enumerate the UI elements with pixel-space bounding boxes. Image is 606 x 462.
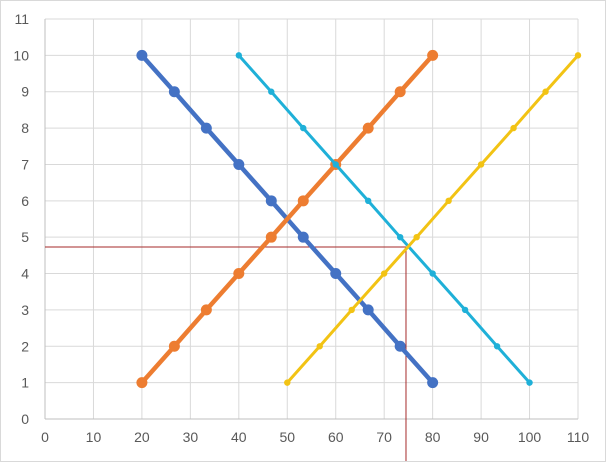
data-point	[394, 86, 406, 98]
data-point	[168, 86, 180, 98]
data-point	[364, 197, 372, 205]
data-point	[265, 195, 277, 207]
data-point	[233, 158, 245, 170]
data-point	[477, 161, 485, 168]
axes	[44, 19, 578, 420]
data-point	[136, 49, 148, 61]
data-point	[510, 124, 517, 132]
data-point	[396, 233, 404, 241]
series-4	[284, 52, 582, 386]
data-point	[268, 88, 275, 95]
series-line	[139, 53, 435, 385]
x-tick-label: 90	[473, 429, 489, 445]
y-tick-label: 0	[21, 411, 29, 427]
y-tick-label: 10	[13, 47, 29, 63]
x-tick-label: 20	[134, 429, 150, 445]
y-tick-label: 5	[21, 229, 29, 245]
y-tick-label: 8	[21, 120, 29, 136]
data-point	[574, 52, 582, 59]
series-line	[285, 53, 580, 385]
data-point	[332, 161, 339, 168]
y-tick-label: 7	[21, 156, 29, 172]
data-point	[136, 377, 148, 389]
data-point	[330, 268, 342, 280]
data-point	[526, 379, 533, 386]
x-tick-label: 30	[183, 429, 199, 445]
series-line	[237, 53, 532, 385]
x-tick-label: 80	[425, 429, 441, 445]
x-tick-label: 100	[518, 429, 542, 445]
data-point	[316, 343, 323, 350]
data-point	[461, 306, 469, 314]
y-tick-label: 6	[21, 193, 29, 209]
x-tick-label: 70	[376, 429, 392, 445]
data-point	[362, 122, 374, 134]
y-tick-label: 3	[21, 302, 29, 318]
data-point	[200, 122, 212, 134]
data-point	[168, 340, 180, 352]
y-tick-label: 2	[21, 338, 29, 354]
data-point	[493, 343, 501, 350]
series-3	[235, 52, 533, 386]
data-point	[413, 233, 420, 241]
x-tick-label: 110	[567, 429, 590, 445]
x-tick-label: 10	[86, 429, 102, 445]
x-tick-label: 60	[328, 429, 344, 445]
data-point	[284, 379, 291, 386]
y-tick-label: 11	[14, 11, 29, 27]
x-tick-label: 50	[279, 429, 295, 445]
data-point	[297, 231, 309, 243]
data-point	[348, 306, 355, 314]
data-point	[235, 52, 243, 59]
y-tick-label: 1	[21, 375, 29, 391]
data-point	[394, 340, 406, 352]
data-point	[380, 270, 388, 277]
tick-labels: 0 10 20 30 40 50 60 70 80 90 100 110 0 1 2 3 4 5 6 7 8 9 10 11	[13, 11, 589, 445]
y-tick-label: 9	[21, 84, 29, 100]
x-tick-label: 0	[41, 429, 49, 445]
data-point	[429, 270, 436, 277]
data-point	[200, 304, 212, 316]
data-point	[427, 49, 439, 61]
series-lines	[136, 49, 582, 389]
data-point	[542, 88, 549, 95]
x-tick-label: 40	[231, 429, 247, 445]
grid-lines	[45, 18, 579, 419]
data-point	[233, 268, 245, 280]
data-point	[445, 197, 452, 205]
data-point	[362, 304, 374, 316]
data-point	[265, 231, 277, 243]
y-tick-label: 4	[21, 266, 29, 282]
data-point	[300, 124, 307, 132]
data-point	[297, 195, 309, 207]
data-point	[427, 377, 439, 389]
